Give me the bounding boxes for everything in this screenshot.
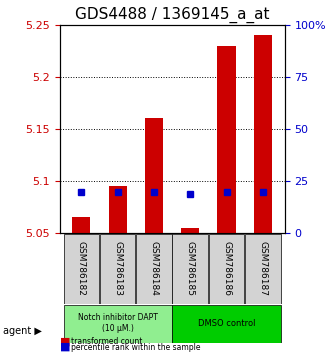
FancyBboxPatch shape <box>100 234 135 304</box>
FancyBboxPatch shape <box>64 234 99 304</box>
Text: DMSO control: DMSO control <box>198 319 255 327</box>
Text: GSM786182: GSM786182 <box>77 241 86 296</box>
Bar <box>181 228 199 233</box>
Bar <box>217 46 236 233</box>
Text: agent ▶: agent ▶ <box>3 326 42 336</box>
Text: transformed count: transformed count <box>71 337 143 346</box>
Text: GSM786187: GSM786187 <box>259 241 267 296</box>
Text: Notch inhibitor DAPT
(10 μM.): Notch inhibitor DAPT (10 μM.) <box>78 313 158 333</box>
FancyBboxPatch shape <box>172 305 281 343</box>
FancyBboxPatch shape <box>245 234 281 304</box>
Bar <box>109 186 127 233</box>
Title: GDS4488 / 1369145_a_at: GDS4488 / 1369145_a_at <box>75 7 269 23</box>
Bar <box>72 217 90 233</box>
Text: GSM786186: GSM786186 <box>222 241 231 296</box>
Text: GSM786183: GSM786183 <box>113 241 122 296</box>
FancyBboxPatch shape <box>64 305 172 343</box>
Text: ■: ■ <box>60 342 70 352</box>
Bar <box>145 118 163 233</box>
Bar <box>254 35 272 233</box>
Text: GSM786184: GSM786184 <box>150 241 159 296</box>
Text: GSM786185: GSM786185 <box>186 241 195 296</box>
FancyBboxPatch shape <box>136 234 172 304</box>
FancyBboxPatch shape <box>209 234 244 304</box>
Text: percentile rank within the sample: percentile rank within the sample <box>71 343 201 352</box>
Text: ■: ■ <box>60 336 70 346</box>
FancyBboxPatch shape <box>172 234 208 304</box>
